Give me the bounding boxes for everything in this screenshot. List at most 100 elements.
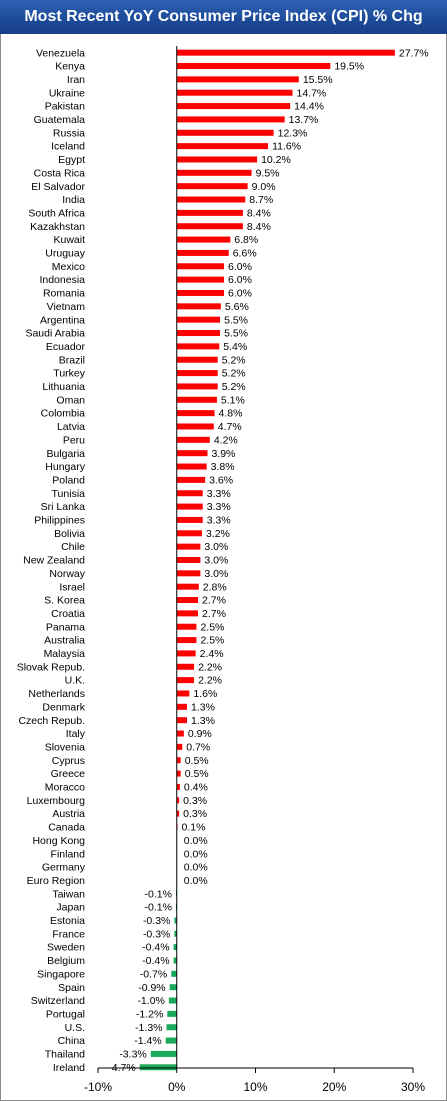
- bar: [176, 503, 203, 510]
- bar: [173, 944, 177, 951]
- bar: [174, 930, 177, 937]
- bar: [176, 49, 395, 56]
- category-label: Netherlands: [28, 688, 85, 700]
- data-label: 2.5%: [200, 621, 224, 633]
- data-label: -1.0%: [137, 995, 164, 1007]
- data-label: 6.6%: [233, 248, 257, 260]
- category-label: Kuwait: [53, 234, 85, 246]
- data-label: 3.0%: [204, 541, 228, 553]
- category-label: Portugal: [46, 1008, 85, 1020]
- data-label: 0.1%: [182, 822, 206, 834]
- category-label: Ireland: [53, 1062, 85, 1074]
- category-label: Uruguay: [45, 248, 85, 260]
- category-label: Czech Repub.: [18, 715, 85, 727]
- category-label: Kenya: [55, 61, 85, 73]
- data-label: 4.2%: [214, 434, 238, 446]
- category-label: Malaysia: [44, 648, 86, 660]
- data-label: 0.7%: [186, 741, 210, 753]
- data-label: 6.0%: [228, 288, 252, 300]
- category-label: Lithuania: [42, 381, 85, 393]
- category-label: Peru: [63, 434, 85, 446]
- data-label: 3.2%: [206, 528, 230, 540]
- bar: [176, 516, 203, 523]
- bar: [176, 263, 224, 270]
- category-label: Australia: [44, 635, 85, 647]
- data-label: 13.7%: [289, 114, 319, 126]
- data-label: 0.5%: [185, 755, 209, 767]
- bar: [176, 703, 187, 710]
- bar: [176, 169, 252, 176]
- category-label: Guatemala: [34, 114, 86, 126]
- data-label: 11.6%: [272, 141, 301, 153]
- data-label: 0.5%: [185, 768, 209, 780]
- bar: [167, 1010, 177, 1017]
- bar: [176, 63, 331, 70]
- category-label: Sweden: [47, 942, 85, 954]
- bar: [176, 196, 246, 203]
- bar: [169, 984, 177, 991]
- data-label: 6.8%: [234, 234, 258, 246]
- bar: [176, 343, 220, 350]
- category-label: Italy: [66, 728, 86, 740]
- category-label: China: [58, 1035, 86, 1047]
- bar: [176, 423, 214, 430]
- bar: [168, 997, 177, 1004]
- bar: [176, 677, 195, 684]
- category-label: Croatia: [51, 608, 85, 620]
- data-label: 1.6%: [193, 688, 217, 700]
- category-label: Oman: [56, 394, 85, 406]
- data-label: 3.0%: [204, 555, 228, 567]
- bar: [166, 1024, 177, 1031]
- bar: [176, 436, 210, 443]
- data-label: 27.7%: [399, 47, 429, 59]
- bar: [176, 783, 180, 790]
- bar: [176, 757, 181, 764]
- category-label: Austria: [52, 808, 85, 820]
- x-tick-label: 20%: [322, 1080, 346, 1094]
- data-label: 5.1%: [221, 394, 245, 406]
- category-label: Greece: [51, 768, 86, 780]
- data-label: 6.0%: [228, 261, 252, 273]
- bar: [139, 1064, 177, 1071]
- data-label: 0.0%: [184, 848, 208, 860]
- bar: [176, 543, 201, 550]
- category-label: S. Korea: [44, 595, 85, 607]
- data-label: 2.7%: [202, 608, 226, 620]
- data-label: 3.3%: [207, 501, 231, 513]
- category-label: Costa Rica: [34, 167, 86, 179]
- bar: [176, 463, 207, 470]
- category-label: Slovenia: [45, 741, 85, 753]
- data-label: -1.3%: [135, 1022, 162, 1034]
- data-label: 2.8%: [203, 581, 227, 593]
- bar: [176, 156, 258, 163]
- category-label: Poland: [52, 474, 85, 486]
- category-label: Bolivia: [54, 528, 85, 540]
- category-label: Tunisia: [52, 488, 86, 500]
- category-label: Romania: [43, 288, 85, 300]
- data-label: 12.3%: [278, 127, 308, 139]
- category-label: El Salvador: [31, 181, 85, 193]
- data-label: 3.8%: [211, 461, 235, 473]
- x-tick-label: 0%: [168, 1080, 186, 1094]
- bar: [176, 330, 221, 337]
- data-label: 8.7%: [249, 194, 273, 206]
- category-label: Egypt: [58, 154, 85, 166]
- category-label: Venezuela: [36, 47, 85, 59]
- data-label: 6.0%: [228, 274, 252, 286]
- x-tick-label: 10%: [243, 1080, 267, 1094]
- data-label: 3.0%: [204, 568, 228, 580]
- bar: [176, 356, 218, 363]
- data-label: 5.5%: [224, 328, 248, 340]
- bar: [176, 396, 217, 403]
- bar: [176, 610, 199, 617]
- category-label: Ecuador: [46, 341, 86, 353]
- bar: [176, 129, 274, 136]
- bar: [176, 103, 291, 110]
- bar: [176, 810, 180, 817]
- category-label: U.K.: [65, 675, 85, 687]
- category-label: Norway: [49, 568, 85, 580]
- bar: [176, 650, 196, 657]
- data-label: 0.3%: [183, 795, 207, 807]
- category-label: Chile: [61, 541, 85, 553]
